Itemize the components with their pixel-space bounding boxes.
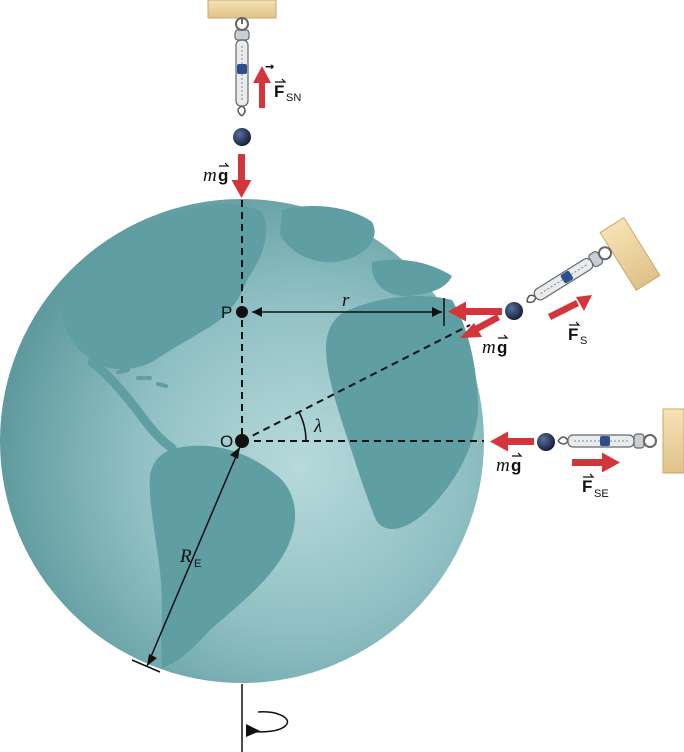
- mass-latitude: [505, 302, 523, 320]
- continent-north-america: [61, 203, 267, 370]
- force-sn-subscript: SN: [286, 92, 301, 104]
- weight-equator-m: m: [496, 455, 510, 476]
- weight-arrow-north: [231, 154, 252, 198]
- force-arrow-sn: [253, 66, 271, 108]
- radius-r-dimension: [252, 298, 445, 326]
- earth-radius-subscript: E: [194, 558, 201, 570]
- mass-equator: [537, 433, 555, 451]
- weight-latitude-g: g: [497, 338, 507, 357]
- continent-africa: [326, 296, 478, 530]
- spring-scale-icon-latitude: [522, 243, 615, 309]
- vector-accent-mg-latitude: [498, 334, 509, 339]
- mass-north: [233, 128, 251, 146]
- continent-europe: [371, 259, 452, 296]
- continent-south-america: [149, 445, 296, 668]
- latitude-angle-arc: [298, 411, 307, 442]
- weight-north-m: m: [203, 165, 217, 186]
- continent-greenland: [280, 206, 375, 263]
- vector-accent-s: [569, 321, 581, 326]
- earth-radius-label: R: [179, 546, 192, 567]
- vector-accent-sn: [275, 78, 287, 83]
- ceiling-block-top: [207, 0, 277, 19]
- latitude-label: λ: [313, 416, 322, 437]
- equator-scale: [537, 433, 657, 451]
- weight-arrow-latitude: [460, 314, 500, 338]
- north-pole-scale: [233, 17, 251, 146]
- latitude-radius-line: [241, 324, 471, 442]
- weight-equator-g: g: [511, 456, 521, 475]
- force-sn-f: F: [274, 82, 284, 101]
- spring-scale-icon-equator: [557, 433, 657, 449]
- force-sn-arrowhead: ⃗: [265, 64, 274, 69]
- ceiling-block-right-lower: [662, 408, 684, 474]
- force-s-f: F: [568, 325, 578, 344]
- point-p-label: P: [221, 303, 232, 322]
- weight-arrow-equator: [490, 431, 534, 452]
- weight-arrow-latitude-horizontal: [448, 301, 502, 322]
- weight-latitude-m: m: [482, 337, 496, 358]
- point-p: [236, 306, 248, 318]
- vector-accent-mg-north: [219, 162, 230, 167]
- caribbean-islands: [116, 368, 168, 388]
- vector-accent-mg-equator: [512, 452, 523, 457]
- earth-radius-dimension: [131, 446, 241, 673]
- continent-central-america: [87, 357, 177, 453]
- force-arrow-s: [548, 295, 592, 320]
- force-s-subscript: S: [580, 335, 587, 347]
- point-o: [235, 434, 249, 448]
- radius-r-label: r: [342, 290, 350, 311]
- ceiling-block-right-upper: [599, 217, 661, 291]
- force-arrow-se: [572, 452, 620, 473]
- force-se-subscript: SE: [594, 488, 609, 500]
- spring-scale-icon-north: [234, 17, 250, 117]
- weight-north-g: g: [218, 166, 228, 185]
- point-o-label: O: [220, 432, 233, 451]
- latitude-scale: [505, 243, 615, 320]
- rotation-arrow-icon: [246, 711, 289, 737]
- vector-accent-se: [583, 473, 595, 478]
- force-se-f: F: [582, 477, 592, 496]
